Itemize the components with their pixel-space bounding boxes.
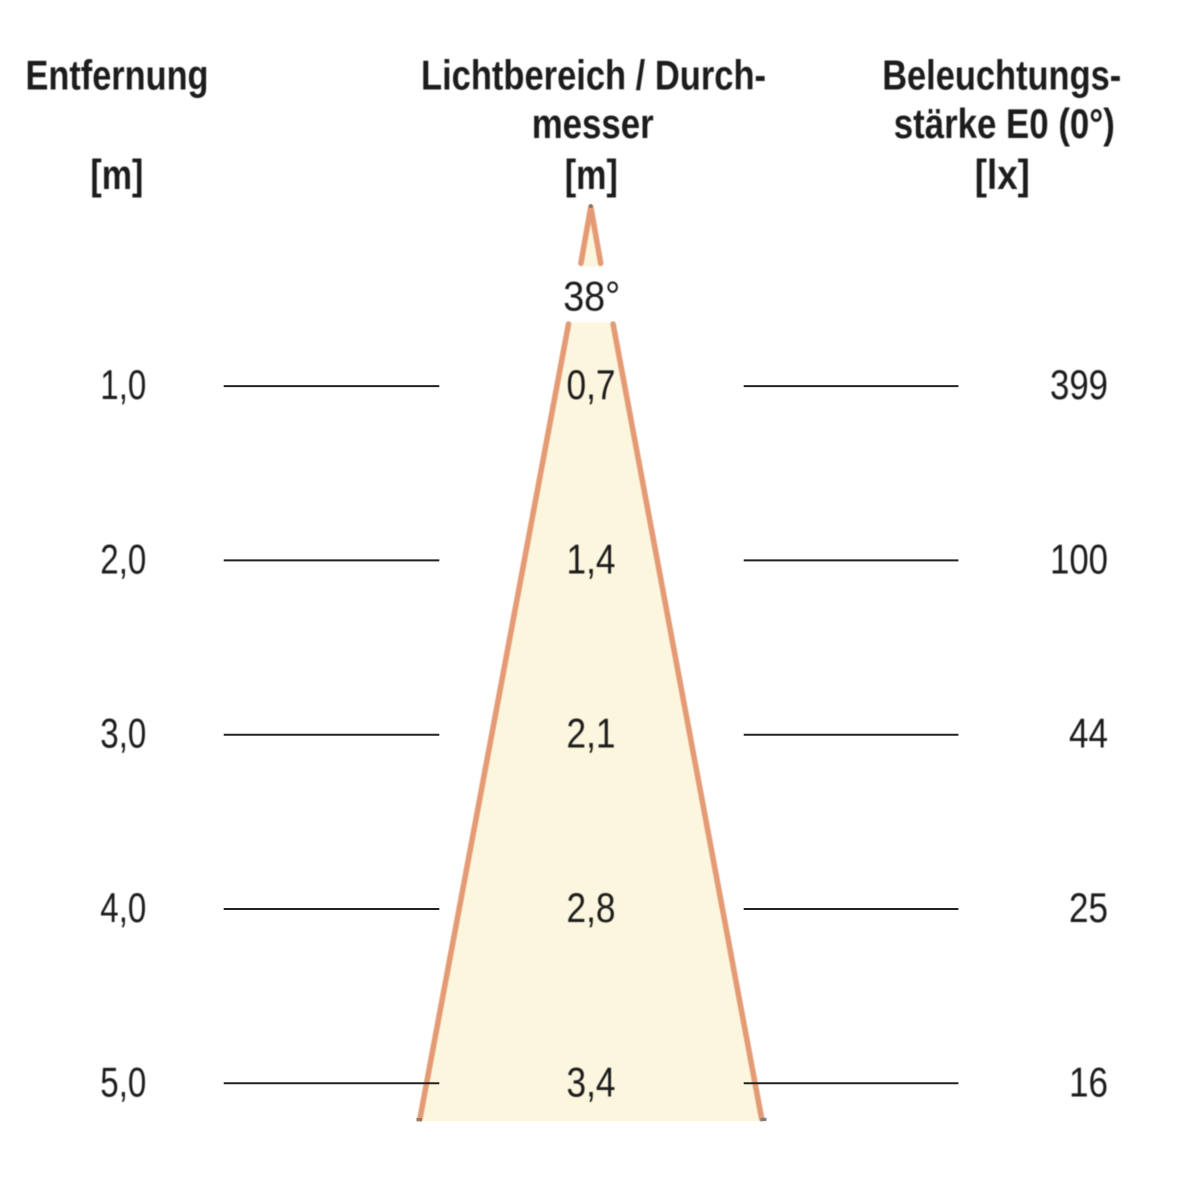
svg-text:2,0: 2,0 xyxy=(100,535,146,582)
svg-text:[m]: [m] xyxy=(90,151,143,198)
svg-text:1,0: 1,0 xyxy=(100,361,146,408)
svg-text:Entfernung: Entfernung xyxy=(26,52,209,99)
svg-text:5,0: 5,0 xyxy=(100,1058,146,1105)
svg-text:1,4: 1,4 xyxy=(567,535,616,582)
svg-text:3,0: 3,0 xyxy=(100,710,146,757)
svg-text:3,4: 3,4 xyxy=(567,1058,616,1105)
svg-text:[m]: [m] xyxy=(565,151,618,198)
svg-text:2,8: 2,8 xyxy=(567,884,616,931)
svg-text:4,0: 4,0 xyxy=(100,884,146,931)
svg-text:stärke E0 (0°): stärke E0 (0°) xyxy=(894,100,1115,147)
svg-text:messer: messer xyxy=(532,100,654,147)
svg-text:Beleuchtungs-: Beleuchtungs- xyxy=(882,52,1121,99)
svg-text:0,7: 0,7 xyxy=(567,361,616,408)
svg-text:16: 16 xyxy=(1069,1058,1108,1105)
svg-text:399: 399 xyxy=(1050,361,1108,408)
svg-text:38°: 38° xyxy=(563,273,620,320)
svg-text:2,1: 2,1 xyxy=(567,710,616,757)
svg-text:100: 100 xyxy=(1050,535,1108,582)
svg-text:25: 25 xyxy=(1069,884,1108,931)
svg-text:Lichtbereich / Durch-: Lichtbereich / Durch- xyxy=(421,52,766,99)
svg-text:[lx]: [lx] xyxy=(975,151,1030,198)
svg-text:44: 44 xyxy=(1069,710,1108,757)
